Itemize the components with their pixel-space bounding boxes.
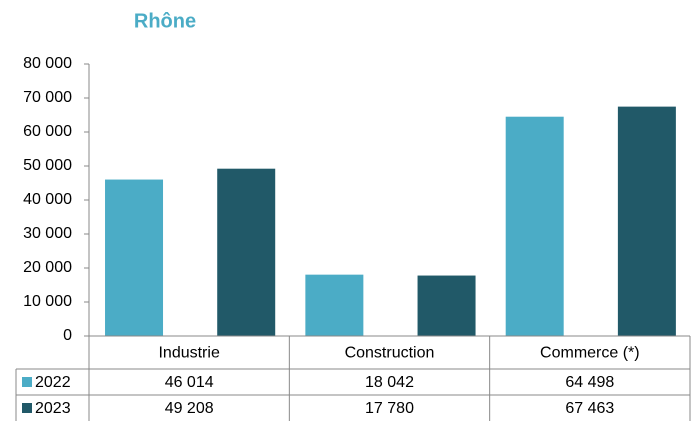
y-tick-label: 40 000 [23, 191, 72, 208]
bar [617, 106, 676, 337]
chart-title: Rhône [134, 10, 196, 32]
legend-swatch [22, 377, 32, 387]
y-tick-label: 70 000 [23, 89, 72, 106]
legend-label: 2022 [35, 374, 71, 391]
y-tick-label: 10 000 [23, 293, 72, 310]
y-tick-label: 0 [63, 327, 72, 344]
y-tick-label: 20 000 [23, 259, 72, 276]
y-tick-label: 50 000 [23, 157, 72, 174]
table-value: 67 463 [565, 400, 614, 417]
bar [505, 116, 564, 336]
table-value: 49 208 [165, 400, 214, 417]
bar [217, 168, 276, 336]
x-tick-label: Industrie [158, 345, 219, 362]
table-value: 18 042 [365, 374, 414, 391]
y-tick-label: 60 000 [23, 123, 72, 140]
bar [417, 275, 476, 336]
y-tick-label: 80 000 [23, 55, 72, 72]
legend-label: 2023 [35, 400, 71, 417]
table-value: 64 498 [565, 374, 614, 391]
table-value: 46 014 [165, 374, 214, 391]
legend-swatch [22, 403, 32, 413]
y-tick-label: 30 000 [23, 225, 72, 242]
x-tick-label: Commerce (*) [540, 345, 640, 362]
bar [105, 179, 164, 336]
x-tick-label: Construction [345, 345, 435, 362]
table-value: 17 780 [365, 400, 414, 417]
bar [305, 274, 364, 336]
